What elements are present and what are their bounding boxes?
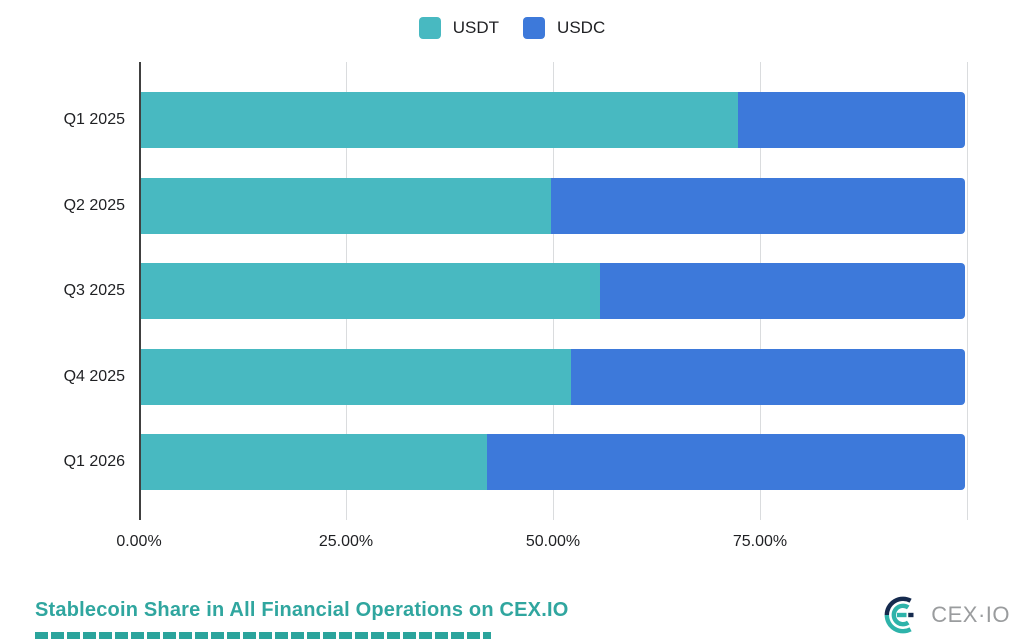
- x-axis-label-25: 25.00%: [318, 533, 374, 550]
- bar-segment-usdt-q1-2025: [141, 92, 738, 148]
- y-axis-label-q1-2026: Q1 2026: [63, 453, 125, 470]
- bar-segment-usdc-q1-2026: [487, 434, 965, 490]
- chart-legend: USDT USDC: [0, 17, 1024, 39]
- y-axis-label-q2-2025: Q2 2025: [63, 196, 125, 214]
- y-axis-labels: Q1 2025 Q2 2025 Q3 2025 Q4 2025 Q1 2026: [0, 62, 125, 520]
- bar-row-q1-2025: [141, 92, 965, 148]
- cexio-logo: CEX·IO: [882, 594, 1010, 636]
- cropped-subtitle-line: [35, 632, 491, 639]
- legend-label-usdt: USDT: [452, 18, 500, 37]
- chart-title: Stablecoin Share in All Financial Operat…: [35, 599, 569, 621]
- x-axis-label-0: 0.00%: [116, 533, 162, 550]
- bar-segment-usdc-q1-2025: [737, 92, 965, 148]
- x-axis-label-50: 50.00%: [525, 533, 581, 550]
- bar-segment-usdt-q2-2025: [141, 177, 552, 234]
- bar-segment-usdc-q3-2025: [599, 263, 965, 319]
- bar-segment-usdt-q4-2025: [141, 348, 572, 405]
- y-axis-label-q3-2025: Q3 2025: [63, 282, 125, 299]
- legend-swatch-usdc: [523, 17, 546, 39]
- y-axis-label-q4-2025: Q4 2025: [63, 367, 125, 385]
- bar-segment-usdc-q4-2025: [571, 348, 965, 405]
- legend-item-usdc[interactable]: USDC: [523, 17, 605, 39]
- bar-segment-usdc-q2-2025: [551, 177, 965, 234]
- y-axis-line: [139, 62, 141, 520]
- bar-segment-usdt-q3-2025: [141, 263, 600, 319]
- bar-segment-usdt-q1-2026: [141, 434, 488, 490]
- cexio-logo-icon: [884, 596, 914, 634]
- gridline-100: [966, 62, 968, 520]
- bar-row-q3-2025: [141, 263, 965, 319]
- bar-row-q2-2025: [141, 177, 965, 234]
- y-axis-label-q1-2025: Q1 2025: [63, 111, 125, 128]
- legend-label-usdc: USDC: [557, 18, 606, 37]
- legend-item-usdt[interactable]: USDT: [418, 17, 500, 39]
- brand-text: CEX·IO: [931, 602, 1010, 627]
- x-axis-labels: 0.00% 25.00% 50.00% 75.00%: [116, 533, 967, 555]
- x-axis-label-75: 75.00%: [732, 533, 788, 550]
- plot-area: [139, 62, 968, 520]
- bar-row-q4-2025: [141, 348, 965, 405]
- bar-row-q1-2026: [141, 434, 965, 490]
- legend-swatch-usdt: [418, 17, 441, 39]
